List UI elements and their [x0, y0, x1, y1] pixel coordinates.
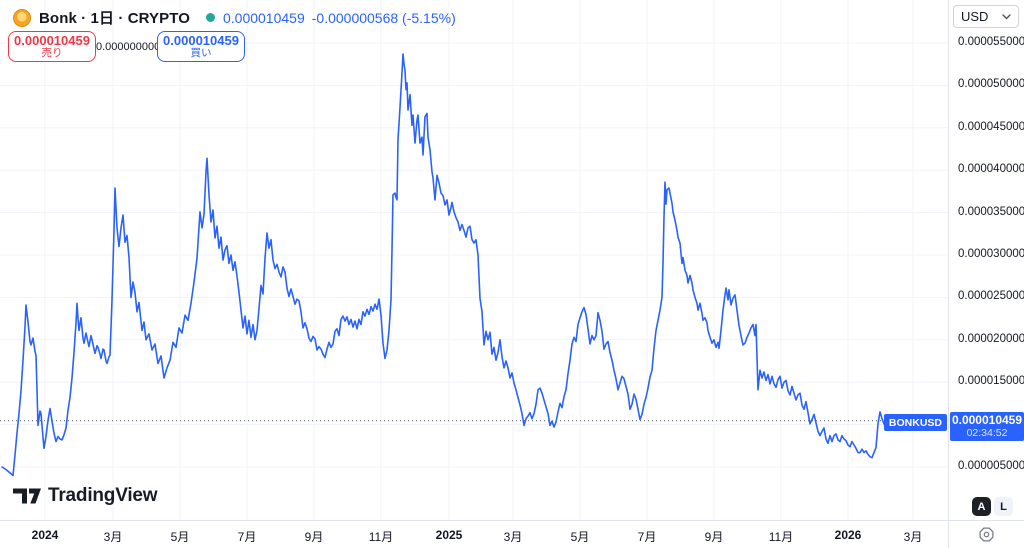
flag-price: 0.000010459: [951, 412, 1023, 427]
price-tick-label: 0.000045000: [958, 120, 1024, 133]
buy-label: 買い: [190, 46, 212, 59]
sell-button[interactable]: 0.000010459 売り: [8, 31, 96, 62]
last-price-flag: 0.000010459 02:34:52: [950, 412, 1024, 441]
order-panel: 0.000010459 売り 0.000000000 0.000010459 買…: [8, 31, 245, 62]
time-tick-label: 5月: [170, 530, 190, 544]
spread-value: 0.000000000: [96, 40, 161, 53]
auto-scale-button[interactable]: A: [972, 497, 991, 516]
axis-settings-corner: [948, 520, 1024, 548]
log-scale-button[interactable]: L: [994, 497, 1013, 516]
price-tick-label: 0.000020000: [958, 332, 1024, 345]
buy-price: 0.000010459: [163, 32, 239, 48]
price-tick-label: 0.000030000: [958, 248, 1024, 260]
time-tick-label: 2024: [31, 528, 59, 542]
chart-area[interactable]: Bonk · 1日 · CRYPTO 0.000010459 -0.000000…: [0, 0, 948, 520]
symbol-legend: Bonk · 1日 · CRYPTO 0.000010459 -0.000000…: [13, 7, 456, 28]
currency-selector[interactable]: USD: [953, 5, 1019, 28]
currency-label: USD: [961, 9, 989, 24]
time-axis[interactable]: 2024 3月 5月 7月 9月 11月 2025 3月 5月 7月 9月 11月 2026 3月: [0, 520, 948, 548]
gear-icon[interactable]: [978, 526, 995, 543]
time-tick-label: 9月: [704, 530, 724, 544]
time-tick-label: 9月: [304, 530, 324, 544]
price-tick-label: 0.000055000: [958, 36, 1024, 48]
time-tick-label: 3月: [103, 530, 123, 544]
time-tick-label: 7月: [237, 530, 257, 544]
price-change-value: -0.000000568 (-5.15%): [311, 9, 456, 26]
sell-label: 売り: [41, 46, 63, 59]
time-tick-label: 11月: [768, 530, 794, 544]
time-tick-label: 3月: [903, 530, 923, 544]
price-series-line: [1, 53, 899, 477]
tradingview-logo-icon: [13, 488, 41, 504]
time-tick-label: 7月: [637, 530, 657, 544]
buy-button[interactable]: 0.000010459 買い: [157, 31, 245, 62]
bonk-coin-icon: [13, 8, 31, 27]
price-line-chart: [0, 0, 948, 520]
symbol-title[interactable]: Bonk · 1日 · CRYPTO: [39, 10, 190, 27]
price-tick-label: 0.000005000: [958, 460, 1024, 472]
quote-values: 0.000010459 -0.000000568 (-5.15%): [223, 10, 456, 26]
time-tick-label: 2025: [435, 528, 463, 542]
tradingview-watermark[interactable]: TradingView: [13, 485, 158, 507]
flag-countdown: 02:34:52: [966, 427, 1008, 440]
market-status-dot-icon: [205, 13, 215, 22]
price-tick-label: 0.000050000: [958, 78, 1024, 91]
sell-price: 0.000010459: [14, 32, 90, 48]
chevron-down-icon: [1002, 13, 1011, 19]
last-price-symbol-tag: BONKUSD: [883, 414, 947, 431]
price-tick-label: 0.000035000: [958, 205, 1024, 218]
price-tick-label: 0.000040000: [958, 163, 1024, 176]
price-tick-label: 0.000015000: [958, 375, 1024, 388]
time-tick-label: 3月: [503, 530, 523, 544]
time-tick-label: 2026: [834, 528, 862, 542]
time-tick-label: 11月: [368, 530, 394, 544]
time-tick-label: 5月: [570, 530, 590, 544]
tradingview-logo-text: TradingView: [48, 485, 158, 506]
price-axis[interactable]: USD 0.000055000 0.000050000 0.000045000 0.0…: [948, 0, 1024, 520]
price-tick-label: 0.000025000: [958, 290, 1024, 303]
last-price-value: 0.000010459: [222, 9, 305, 26]
